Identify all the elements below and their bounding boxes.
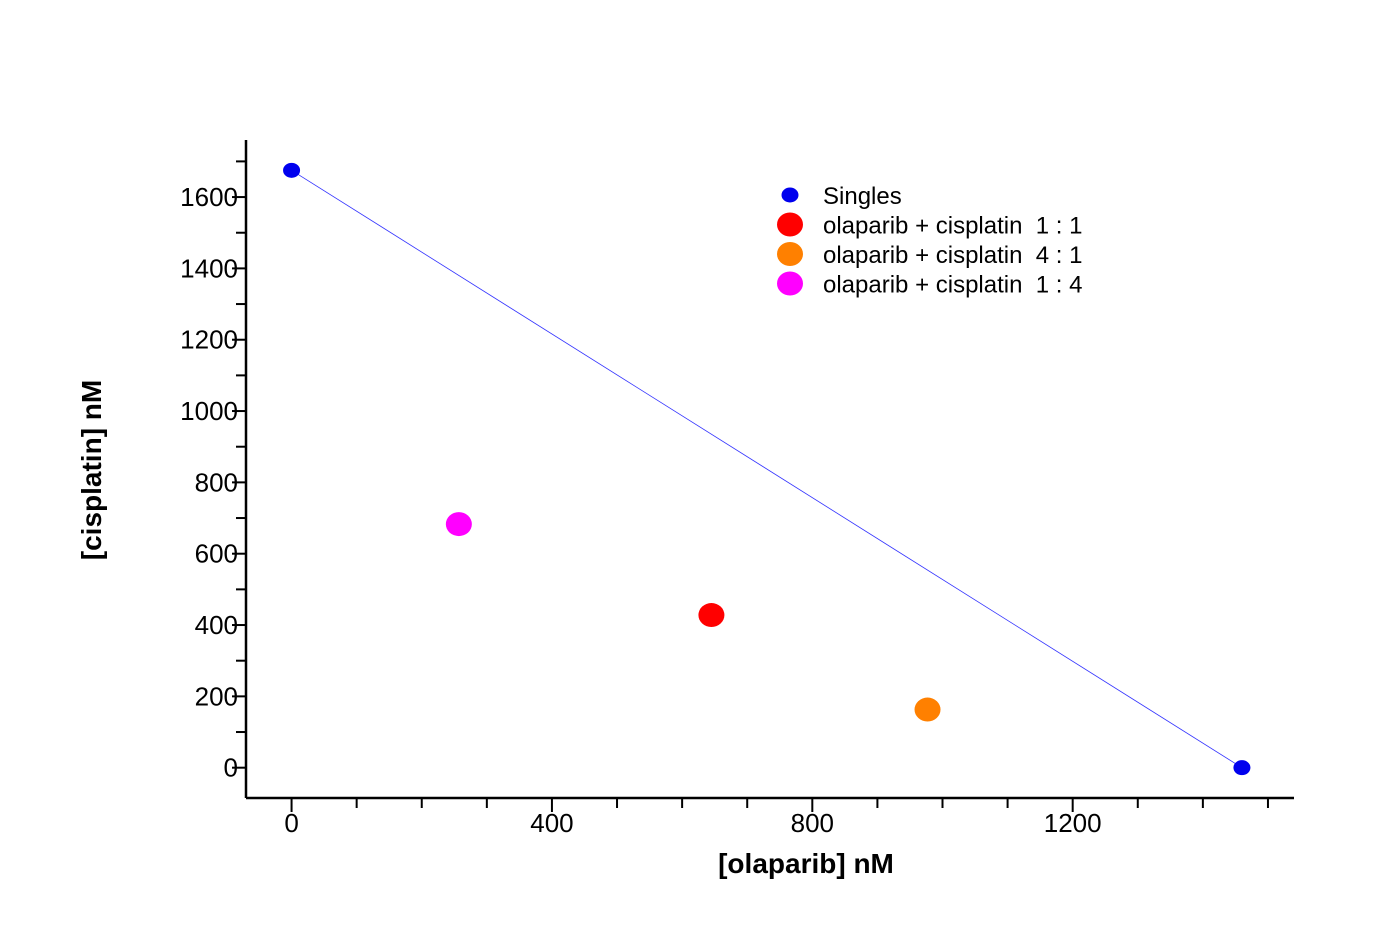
additivity-line xyxy=(291,169,1243,769)
y-tick-label: 0 xyxy=(224,753,238,783)
data-point-series-0 xyxy=(1233,760,1251,776)
data-point-series-0 xyxy=(283,162,301,178)
data-point-series-1 xyxy=(698,603,725,628)
legend-marker xyxy=(777,271,803,296)
legend-marker xyxy=(777,242,803,266)
y-tick-label: 400 xyxy=(195,610,238,640)
y-tick-label: 200 xyxy=(195,681,238,711)
y-tick-label: 1600 xyxy=(180,182,238,212)
legend-label: olaparib + cisplatin 1 : 1 xyxy=(823,213,1083,240)
x-tick-label: 1200 xyxy=(1044,808,1102,838)
y-tick-label: 1400 xyxy=(180,253,238,283)
x-tick-label: 400 xyxy=(530,808,573,838)
legend-marker xyxy=(781,187,799,203)
y-axis-label: [cisplatin] nM xyxy=(76,380,107,560)
data-point-series-2 xyxy=(914,697,941,722)
legend-marker xyxy=(777,212,803,237)
x-axis-label: [olaparib] nM xyxy=(718,848,894,879)
legend-label: olaparib + cisplatin 4 : 1 xyxy=(823,242,1083,269)
x-tick-label: 800 xyxy=(791,808,834,838)
plot-area: 0 400 800 1200 0 200 400 600 800 1000 1200 1400 1600 xyxy=(180,140,1294,838)
y-tick-label: 1200 xyxy=(180,325,238,355)
x-tick-label: 0 xyxy=(284,808,298,838)
legend-label: Singles xyxy=(823,183,902,210)
y-tick-label: 600 xyxy=(195,539,238,569)
legend-label: olaparib + cisplatin 1 : 4 xyxy=(823,272,1083,299)
data-point-series-3 xyxy=(445,512,472,537)
y-tick-label: 1000 xyxy=(180,396,238,426)
y-tick-label: 800 xyxy=(195,467,238,497)
